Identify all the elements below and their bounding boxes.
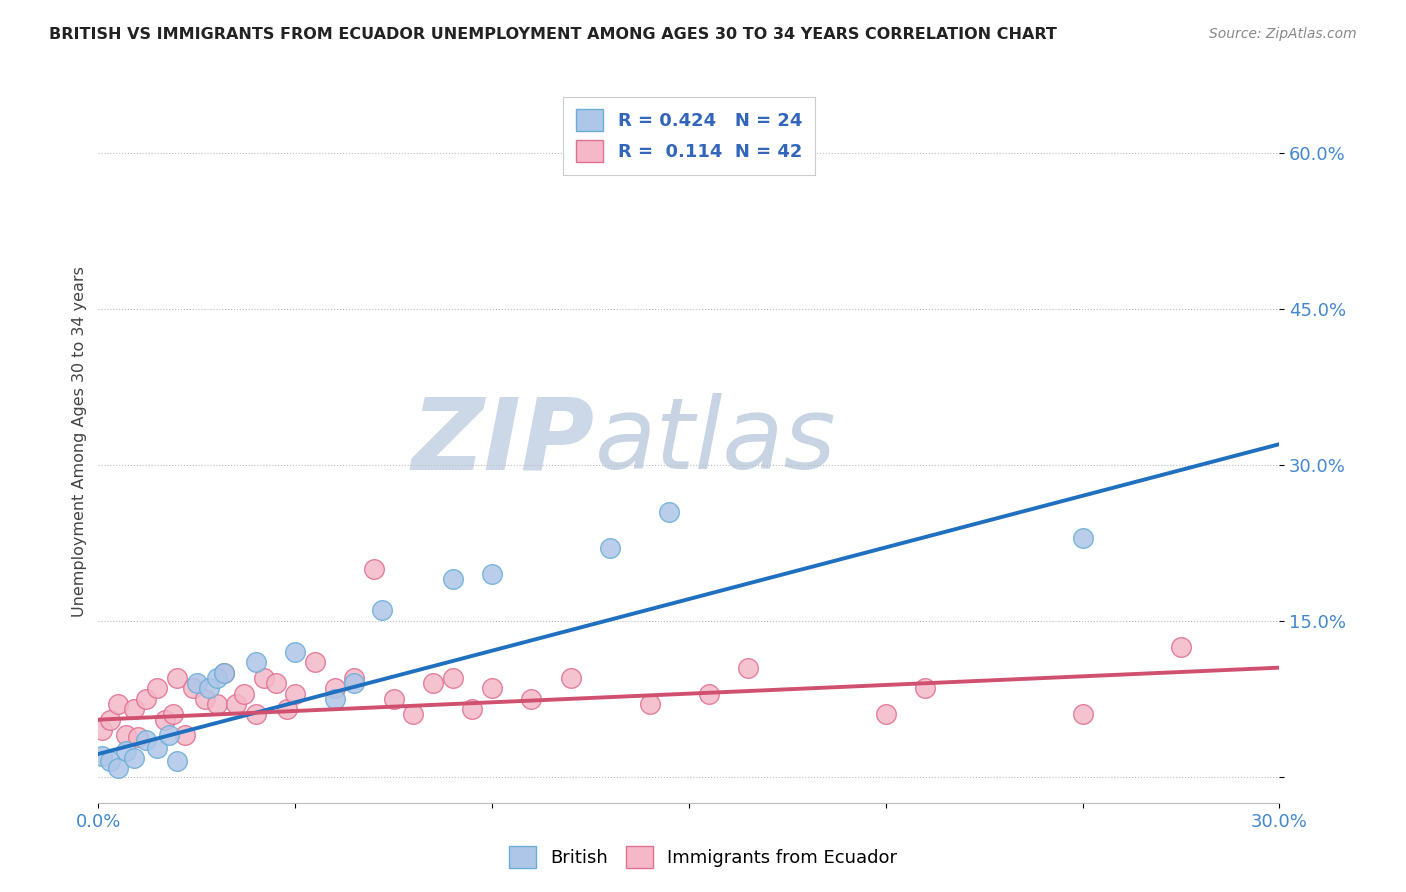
Point [245,656,267,670]
Point [146,681,169,696]
Point [166,671,188,685]
Point [205,671,228,685]
Text: ZIP: ZIP [412,393,595,490]
Text: Source: ZipAtlas.com: Source: ZipAtlas.com [1209,27,1357,41]
Point [276,702,298,716]
Point [638,697,661,711]
Point [481,681,503,696]
Point [461,702,484,716]
Point [481,567,503,582]
Text: BRITISH VS IMMIGRANTS FROM ECUADOR UNEMPLOYMENT AMONG AGES 30 TO 34 YEARS CORREL: BRITISH VS IMMIGRANTS FROM ECUADOR UNEMP… [49,27,1057,42]
Point [599,541,621,555]
Point [107,697,129,711]
Point [245,707,267,722]
Point [166,754,188,768]
Point [225,697,247,711]
Point [441,572,464,586]
Point [91,749,114,764]
Point [107,762,129,776]
Point [155,713,177,727]
Point [135,733,157,747]
Point [214,665,236,680]
Point [181,681,204,696]
Point [441,671,464,685]
Point [323,691,346,706]
Point [560,671,582,685]
Point [115,728,138,742]
Point [697,687,720,701]
Point [91,723,114,737]
Point [264,676,287,690]
Point [304,656,326,670]
Point [382,691,405,706]
Point [186,676,208,690]
Point [135,691,157,706]
Point [284,645,307,659]
Point [157,728,180,742]
Point [115,744,138,758]
Point [98,713,121,727]
Point [253,671,276,685]
Point [1071,707,1094,722]
Point [343,671,366,685]
Point [599,146,621,161]
Point [122,702,145,716]
Point [422,676,444,690]
Point [363,562,385,576]
Point [162,707,184,722]
Point [371,603,394,617]
Point [402,707,425,722]
Point [174,728,197,742]
Point [205,697,228,711]
Point [197,681,219,696]
Point [737,660,759,674]
Point [214,665,236,680]
Legend: R = 0.424   N = 24, R =  0.114  N = 42: R = 0.424 N = 24, R = 0.114 N = 42 [564,96,814,175]
Point [875,707,897,722]
Point [146,740,169,755]
Point [914,681,936,696]
Point [520,691,543,706]
Point [194,691,217,706]
Point [1170,640,1192,654]
Point [343,676,366,690]
Point [1071,531,1094,545]
Legend: British, Immigrants from Ecuador: British, Immigrants from Ecuador [498,835,908,879]
Point [284,687,307,701]
Point [323,681,346,696]
Text: atlas: atlas [595,393,837,490]
Point [127,731,149,745]
Point [122,751,145,765]
Point [98,754,121,768]
Y-axis label: Unemployment Among Ages 30 to 34 years: Unemployment Among Ages 30 to 34 years [72,266,87,617]
Point [233,687,256,701]
Point [658,505,681,519]
